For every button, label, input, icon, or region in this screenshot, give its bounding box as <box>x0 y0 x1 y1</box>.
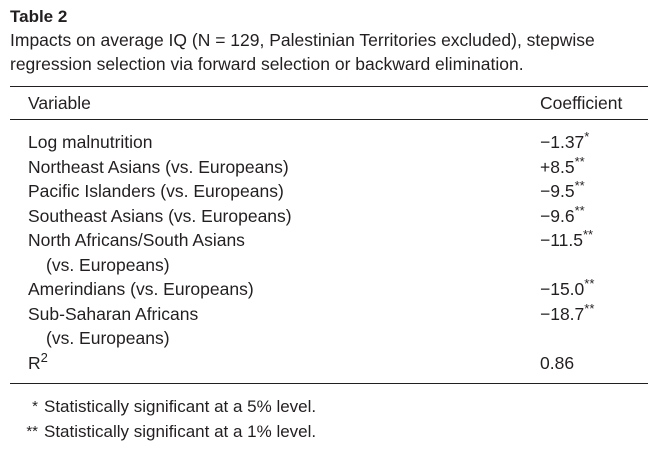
significance-marker: * <box>584 129 590 144</box>
coefficient-value: +8.5 <box>540 156 575 177</box>
variable-name: Southeast Asians (vs. Europeans) <box>28 205 292 226</box>
r-squared-base: R <box>28 352 41 373</box>
variable-cell: Sub-Saharan Africans (vs. Europeans) <box>10 302 522 351</box>
header-variable: Variable <box>28 93 91 113</box>
coefficient-value: −15.0 <box>540 279 585 299</box>
variable-name-continuation: (vs. Europeans) <box>46 254 170 275</box>
caption-line-1: Impacts on average IQ (N = 129, Palestin… <box>10 30 595 50</box>
variable-cell: Amerindians (vs. Europeans) <box>10 277 522 302</box>
coefficient-cell: −1.37* <box>522 130 648 155</box>
r-squared-label: R2 <box>28 351 522 376</box>
coefficient-value: −9.6 <box>540 205 575 226</box>
table-caption: Impacts on average IQ (N = 129, Palestin… <box>10 28 648 76</box>
footnote-text: Statistically significant at a 1% level. <box>44 422 317 441</box>
footnotes: * Statistically significant at a 5% leve… <box>10 394 648 444</box>
coefficient-cell: 0.86 <box>522 351 648 376</box>
variable-cell: Log malnutrition <box>10 130 522 155</box>
variable-cell: Northeast Asians (vs. Europeans) <box>10 155 522 180</box>
significance-marker: ** <box>574 153 585 169</box>
variable-name: North Africans/South Asians <box>28 230 245 250</box>
significance-marker: ** <box>584 300 595 316</box>
variable-name-continuation: (vs. Europeans) <box>46 328 170 348</box>
footnote-symbol: ** <box>26 423 38 440</box>
coefficient-cell: +8.5** <box>522 155 648 180</box>
coefficient-value: −18.7 <box>540 303 585 324</box>
footnote-text: Statistically significant at a 5% level. <box>44 397 317 416</box>
coefficient-cell: −9.5** <box>522 179 648 204</box>
coefficient-cell: −9.6** <box>522 204 648 229</box>
variable-name: Northeast Asians (vs. Europeans) <box>28 156 289 177</box>
variable-name: Pacific Islanders (vs. Europeans) <box>28 181 284 201</box>
header-rule <box>10 119 648 120</box>
table-body: Log malnutrition −1.37* Northeast Asians… <box>10 130 648 375</box>
variable-cell: R2 <box>10 351 522 376</box>
table-row: Southeast Asians (vs. Europeans) −9.6** <box>10 204 648 229</box>
variable-cell: Pacific Islanders (vs. Europeans) <box>10 179 522 204</box>
top-rule <box>10 86 648 87</box>
variable-cell: Southeast Asians (vs. Europeans) <box>10 204 522 229</box>
variable-name: Amerindians (vs. Europeans) <box>28 279 254 299</box>
coefficient-value: −11.5 <box>540 230 583 250</box>
significance-marker: ** <box>584 276 595 291</box>
footnote: ** Statistically significant at a 1% lev… <box>10 419 648 444</box>
caption-line-2: regression selection via forward selecti… <box>10 54 524 74</box>
coefficient-value: −9.5 <box>540 181 575 201</box>
table-row: Sub-Saharan Africans (vs. Europeans) −18… <box>10 302 648 351</box>
significance-marker: ** <box>574 202 585 218</box>
coefficient-value: −1.37 <box>540 132 585 152</box>
coefficient-cell: −15.0** <box>522 277 648 302</box>
table-container: Table 2 Impacts on average IQ (N = 129, … <box>10 6 648 444</box>
table-label: Table 2 <box>10 7 68 26</box>
r-squared-value: 0.86 <box>540 352 575 373</box>
coefficient-cell: −18.7** <box>522 302 648 351</box>
table-row: Log malnutrition −1.37* <box>10 130 648 155</box>
footnote-symbol: * <box>32 398 38 415</box>
r-squared-exponent: 2 <box>40 349 48 365</box>
header-coefficient: Coefficient <box>540 93 623 113</box>
table-row: Pacific Islanders (vs. Europeans) −9.5** <box>10 179 648 204</box>
header-row: Variable Coefficient <box>10 91 648 115</box>
variable-cell: North Africans/South Asians (vs. Europea… <box>10 228 522 277</box>
significance-marker: ** <box>582 227 594 242</box>
table-row: Amerindians (vs. Europeans) −15.0** <box>10 277 648 302</box>
table-row: Northeast Asians (vs. Europeans) +8.5** <box>10 155 648 180</box>
coefficient-cell: −11.5** <box>522 228 648 277</box>
footnote: * Statistically significant at a 5% leve… <box>10 394 648 419</box>
significance-marker: ** <box>574 178 585 193</box>
variable-name: Log malnutrition <box>28 132 153 152</box>
bottom-rule <box>10 383 648 384</box>
variable-name: Sub-Saharan Africans <box>28 303 199 324</box>
table-row: North Africans/South Asians (vs. Europea… <box>10 228 648 277</box>
table-row-r-squared: R2 0.86 <box>10 351 648 376</box>
